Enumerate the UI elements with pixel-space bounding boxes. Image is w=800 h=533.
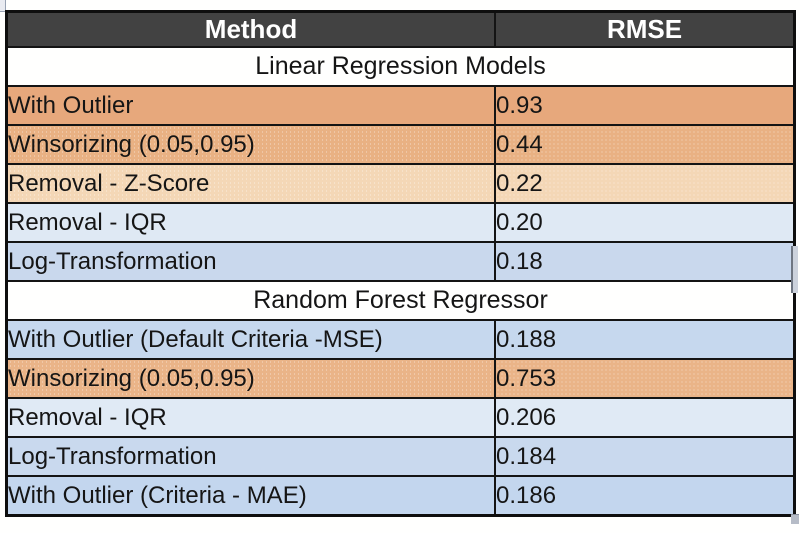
table-row: Removal - IQR 0.206	[5, 397, 796, 438]
table-row: Log-Transformation 0.18	[5, 241, 796, 282]
resize-handle-bottom-right[interactable]	[791, 514, 799, 524]
table-row: With Outlier (Default Criteria -MSE) 0.18…	[5, 319, 796, 360]
method-cell: Log-Transformation	[5, 436, 496, 477]
table-row: Winsorizing (0.05,0.95) 0.44	[5, 124, 796, 165]
table-header-row: Method RMSE	[5, 10, 796, 48]
rmse-cell: 0.22	[494, 163, 796, 204]
table-row: Winsorizing (0.05,0.95) 0.753	[5, 358, 796, 399]
section-header-row: Random Forest Regressor	[5, 280, 796, 321]
section-header-row: Linear Regression Models	[5, 46, 796, 87]
method-cell: Removal - IQR	[5, 397, 496, 438]
method-cell: Removal - IQR	[5, 202, 496, 243]
rmse-cell: 0.18	[494, 241, 796, 282]
rmse-cell: 0.206	[494, 397, 796, 438]
table-row: With Outlier (Criteria - MAE) 0.186	[5, 475, 796, 517]
rmse-cell: 0.186	[494, 475, 796, 517]
scrollbar-thumb-right[interactable]	[791, 246, 798, 293]
rmse-comparison-table: Method RMSE Linear Regression Models With…	[5, 10, 796, 517]
method-cell: With Outlier	[5, 85, 496, 126]
column-header-rmse: RMSE	[494, 10, 796, 48]
rmse-cell: 0.188	[494, 319, 796, 360]
method-cell: Removal - Z-Score	[5, 163, 496, 204]
table-body: Linear Regression Models With Outlier 0.93…	[5, 46, 796, 517]
rmse-cell: 0.184	[494, 436, 796, 477]
table-row: Log-Transformation 0.184	[5, 436, 796, 477]
method-cell: With Outlier (Criteria - MAE)	[5, 475, 496, 517]
section-title: Random Forest Regressor	[5, 280, 796, 321]
rmse-cell: 0.93	[494, 85, 796, 126]
table-row: Removal - IQR 0.20	[5, 202, 796, 243]
rmse-cell: 0.753	[494, 358, 796, 399]
section-title: Linear Regression Models	[5, 46, 796, 87]
column-header-method: Method	[5, 10, 496, 48]
rmse-cell: 0.20	[494, 202, 796, 243]
method-cell: Winsorizing (0.05,0.95)	[5, 124, 496, 165]
method-cell: Log-Transformation	[5, 241, 496, 282]
method-cell: With Outlier (Default Criteria -MSE)	[5, 319, 496, 360]
rmse-cell: 0.44	[494, 124, 796, 165]
method-cell: Winsorizing (0.05,0.95)	[5, 358, 496, 399]
table-row: Removal - Z-Score 0.22	[5, 163, 796, 204]
scrollbar-fragment-top-left[interactable]	[0, 0, 6, 12]
table-row: With Outlier 0.93	[5, 85, 796, 126]
